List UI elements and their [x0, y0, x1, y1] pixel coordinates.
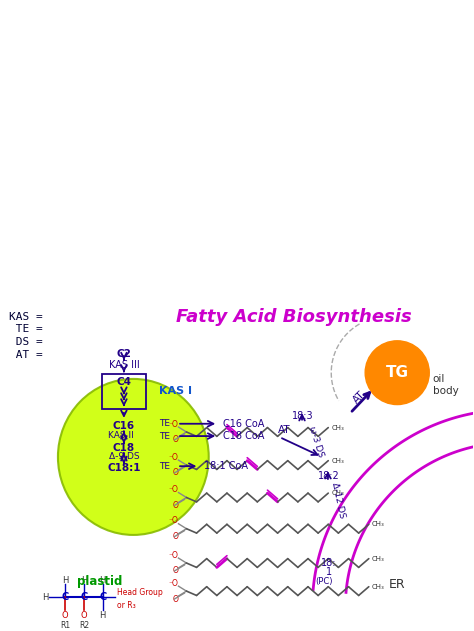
Text: O: O: [81, 611, 87, 620]
Text: 18:2: 18:2: [318, 471, 340, 481]
Text: R1: R1: [60, 620, 70, 630]
Text: ⁻O: ⁻O: [169, 579, 179, 587]
Text: O: O: [62, 611, 68, 620]
Text: H: H: [81, 576, 87, 585]
Text: CH₃: CH₃: [372, 584, 384, 590]
Text: 18:1 CoA: 18:1 CoA: [204, 461, 248, 471]
Text: AT: AT: [352, 390, 367, 406]
Text: ⁻O: ⁻O: [169, 551, 179, 560]
Text: O: O: [173, 567, 179, 575]
Text: AT: AT: [278, 425, 291, 435]
Text: C16 CoA: C16 CoA: [223, 419, 264, 428]
Text: C: C: [80, 593, 88, 603]
Text: Fatty Acid Biosynthesis: Fatty Acid Biosynthesis: [176, 307, 411, 326]
Text: O: O: [173, 435, 179, 444]
Text: TE: TE: [159, 462, 170, 471]
Text: TE: TE: [159, 432, 170, 440]
Text: KAS =: KAS =: [9, 312, 43, 322]
Text: plastid: plastid: [77, 575, 122, 588]
Text: TG: TG: [386, 365, 409, 380]
Text: C18 CoA: C18 CoA: [223, 431, 264, 441]
Text: ⁻O: ⁻O: [169, 516, 179, 525]
Text: (PC): (PC): [315, 577, 333, 586]
Text: oil
body: oil body: [433, 374, 458, 396]
Text: 18:3: 18:3: [292, 411, 314, 422]
Text: CH₃: CH₃: [331, 425, 344, 430]
Text: Δ-9 DS: Δ-9 DS: [109, 452, 139, 461]
Text: ⁻O: ⁻O: [169, 485, 179, 494]
Text: 18:: 18:: [321, 558, 337, 568]
Circle shape: [365, 341, 429, 404]
Ellipse shape: [58, 379, 209, 535]
Text: ω-3 DS: ω-3 DS: [307, 425, 325, 458]
Text: ⁻O: ⁻O: [169, 420, 179, 428]
Text: ER: ER: [389, 579, 406, 591]
Text: C2: C2: [117, 349, 131, 359]
Text: O: O: [173, 501, 179, 510]
Text: TE: TE: [159, 419, 170, 428]
Text: C: C: [99, 593, 106, 603]
Text: C: C: [61, 593, 69, 603]
Text: C16: C16: [113, 421, 135, 431]
Text: CH₃: CH₃: [372, 556, 384, 562]
Text: DS =: DS =: [9, 337, 43, 347]
Text: C4: C4: [117, 377, 131, 387]
Text: C18:1: C18:1: [107, 463, 141, 473]
Text: or R₃: or R₃: [117, 601, 136, 610]
Text: C18: C18: [113, 442, 135, 452]
Text: AT =: AT =: [9, 350, 43, 360]
Text: R2: R2: [79, 620, 89, 630]
Text: CH₃: CH₃: [331, 457, 344, 464]
Text: 1: 1: [326, 567, 332, 577]
Text: H: H: [100, 576, 106, 585]
Text: H: H: [42, 593, 48, 602]
Text: TE =: TE =: [9, 324, 43, 334]
Text: O: O: [173, 468, 179, 478]
Text: ⁻O: ⁻O: [169, 452, 179, 462]
Text: KAS III: KAS III: [109, 360, 139, 370]
Text: Δ-12 DS: Δ-12 DS: [330, 482, 346, 519]
Text: O: O: [173, 594, 179, 603]
Text: O: O: [173, 532, 179, 541]
Text: CH₃: CH₃: [372, 521, 384, 528]
Text: KAS II: KAS II: [108, 430, 134, 440]
Text: H: H: [100, 611, 106, 620]
Text: Head Group: Head Group: [117, 588, 163, 597]
Text: H: H: [62, 576, 68, 585]
Text: KAS I: KAS I: [159, 386, 191, 396]
Text: CH₃: CH₃: [331, 490, 344, 496]
